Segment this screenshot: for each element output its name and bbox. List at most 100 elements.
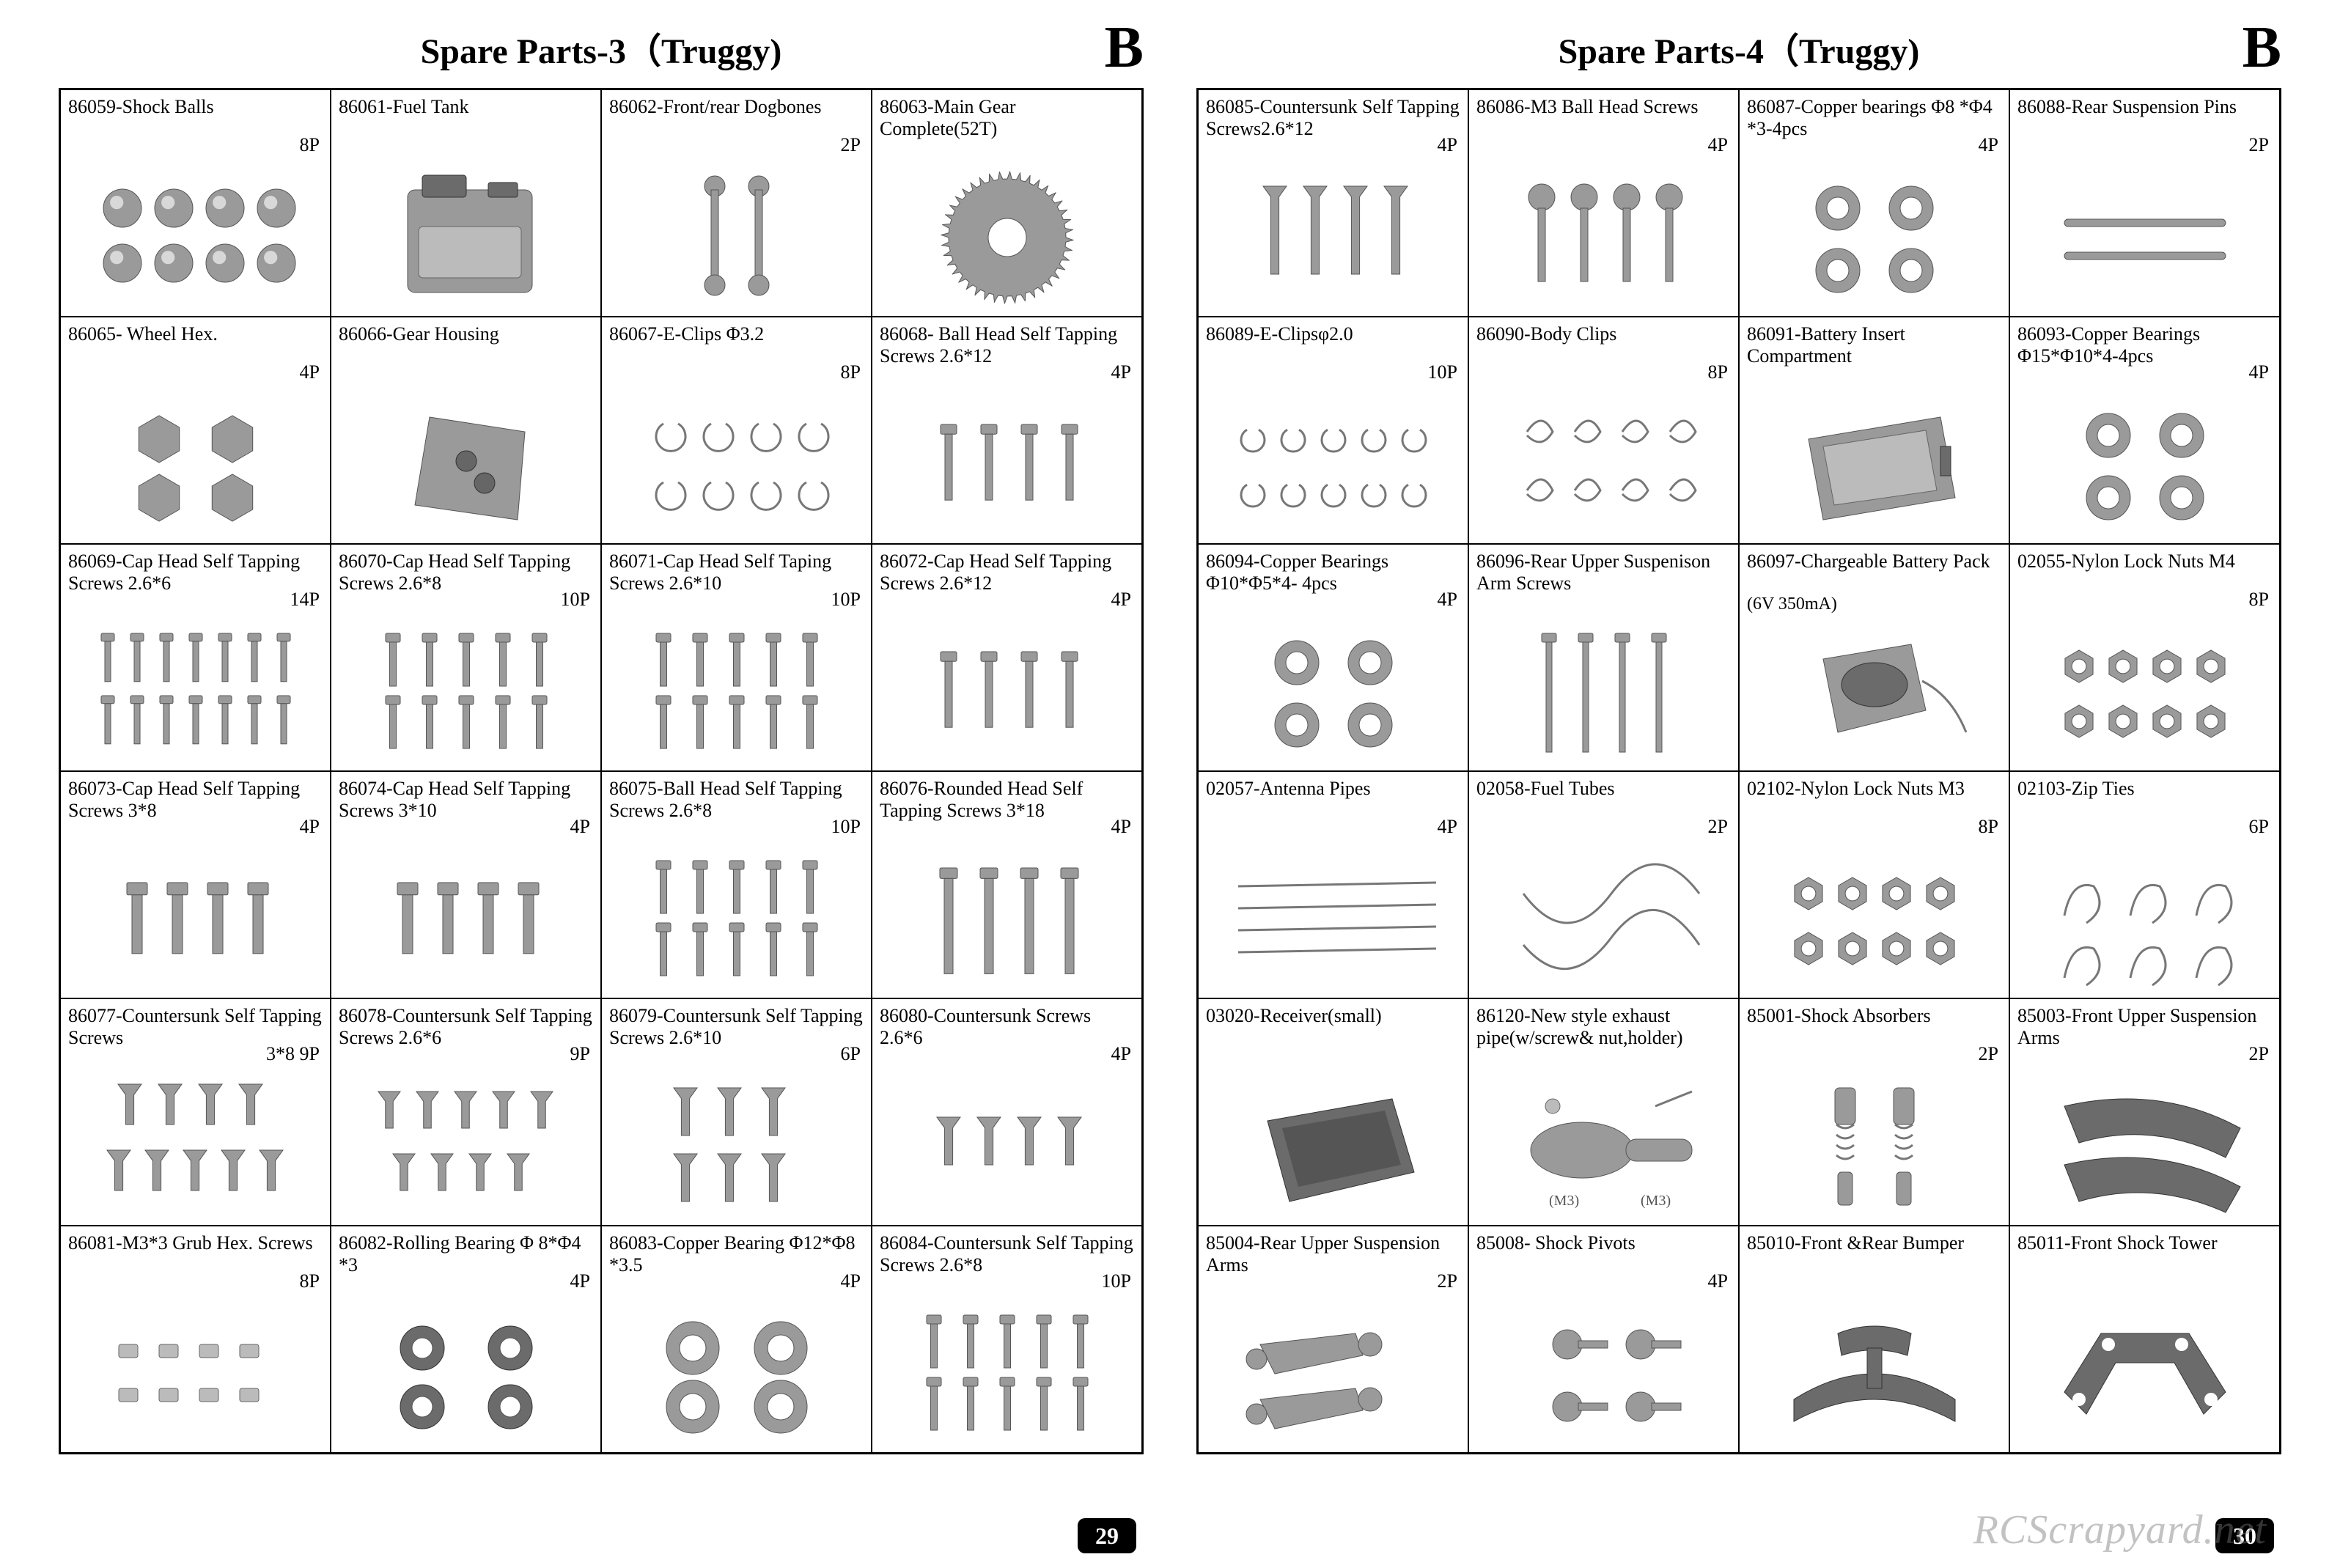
part-illustration bbox=[602, 1300, 871, 1448]
part-qty: 3*8 9P bbox=[266, 1043, 320, 1065]
part-illustration bbox=[331, 618, 600, 766]
part-illustration bbox=[331, 845, 600, 993]
part-label: 86086-M3 Ball Head Screws bbox=[1476, 96, 1731, 140]
part-qty: 8P bbox=[1708, 361, 1728, 383]
part-qty: 8P bbox=[1979, 816, 1998, 838]
part-cell: 86120-New style exhaust pipe(w/screw& nu… bbox=[1468, 998, 1739, 1226]
part-label: 86069-Cap Head Self Tapping Screws 2.6*6 bbox=[68, 551, 323, 595]
page-number-left: 29 bbox=[1078, 1518, 1136, 1553]
part-illustration bbox=[602, 845, 871, 993]
part-cell: 86096-Rear Upper Suspenison Arm Screws bbox=[1468, 544, 1739, 771]
part-illustration bbox=[61, 845, 330, 993]
part-sub: (6V 350mA) bbox=[1747, 595, 2001, 615]
part-illustration bbox=[1469, 1300, 1738, 1448]
part-qty: 4P bbox=[1708, 1270, 1728, 1292]
part-label: 86062-Front/rear Dogbones bbox=[609, 96, 864, 140]
part-cell: 03020-Receiver(small) bbox=[1198, 998, 1468, 1226]
part-cell: 86083-Copper Bearing Φ12*Φ8 *3.54P bbox=[601, 1226, 872, 1453]
part-label: 86090-Body Clips bbox=[1476, 323, 1731, 367]
part-label: 85011-Front Shock Tower bbox=[2017, 1232, 2272, 1276]
part-cell: 86086-M3 Ball Head Screws4P bbox=[1468, 89, 1739, 317]
part-cell: 86078-Countersunk Self Tapping Screws 2.… bbox=[331, 998, 601, 1226]
part-label: 86082-Rolling Bearing Φ 8*Φ4 *3 bbox=[339, 1232, 593, 1276]
spread: Spare Parts-3（Truggy) B 86059-Shock Ball… bbox=[59, 22, 2281, 1546]
part-cell: 86076-Rounded Head Self Tapping Screws 3… bbox=[872, 771, 1142, 998]
part-cell: 02102-Nylon Lock Nuts M38P bbox=[1739, 771, 2009, 998]
part-illustration bbox=[2010, 163, 2279, 312]
part-illustration bbox=[1199, 1300, 1468, 1448]
part-qty: 4P bbox=[841, 1270, 861, 1292]
part-cell: 86068- Ball Head Self Tapping Screws 2.6… bbox=[872, 317, 1142, 544]
part-label: 86096-Rear Upper Suspenison Arm Screws bbox=[1476, 551, 1731, 595]
part-label: 86083-Copper Bearing Φ12*Φ8 *3.5 bbox=[609, 1232, 864, 1276]
part-qty: 10P bbox=[831, 589, 861, 611]
part-qty: 4P bbox=[1111, 589, 1131, 611]
page-right: Spare Parts-4（Truggy) B 86085-Countersun… bbox=[1196, 22, 2281, 1546]
part-qty: 10P bbox=[561, 589, 590, 611]
part-cell: 86093-Copper Bearings Φ15*Φ10*4-4pcs4P bbox=[2009, 317, 2280, 544]
part-cell: 86074-Cap Head Self Tapping Screws 3*104… bbox=[331, 771, 601, 998]
part-label: 86084-Countersunk Self Tapping Screws 2.… bbox=[880, 1232, 1134, 1276]
part-cell: 86065- Wheel Hex.4P bbox=[60, 317, 331, 544]
part-illustration bbox=[1740, 1072, 2009, 1221]
part-cell: 85001-Shock Absorbers2P bbox=[1739, 998, 2009, 1226]
part-cell: 86089-E-Clipsφ2.010P bbox=[1198, 317, 1468, 544]
part-illustration bbox=[61, 391, 330, 539]
part-cell: 86091-Battery Insert Compartment bbox=[1739, 317, 2009, 544]
part-illustration bbox=[61, 163, 330, 312]
part-label: 86061-Fuel Tank bbox=[339, 96, 593, 140]
part-qty: 4P bbox=[570, 1270, 590, 1292]
part-cell: 02103-Zip Ties6P bbox=[2009, 771, 2280, 998]
part-label: 86063-Main Gear Complete(52T) bbox=[880, 96, 1134, 140]
part-label: 86073-Cap Head Self Tapping Screws 3*8 bbox=[68, 778, 323, 822]
part-illustration bbox=[872, 163, 1141, 312]
part-cell: 02055-Nylon Lock Nuts M48P bbox=[2009, 544, 2280, 771]
part-label: 86081-M3*3 Grub Hex. Screws bbox=[68, 1232, 323, 1276]
part-illustration bbox=[602, 163, 871, 312]
part-qty: 4P bbox=[1979, 134, 1998, 156]
part-qty: 4P bbox=[300, 361, 320, 383]
part-illustration bbox=[1740, 1300, 2009, 1448]
part-label: 86072-Cap Head Self Tapping Screws 2.6*1… bbox=[880, 551, 1134, 595]
part-label: 86076-Rounded Head Self Tapping Screws 3… bbox=[880, 778, 1134, 822]
part-label: 85001-Shock Absorbers bbox=[1747, 1005, 2001, 1049]
part-illustration bbox=[2010, 1072, 2279, 1221]
part-cell: 85004-Rear Upper Suspension Arms2P bbox=[1198, 1226, 1468, 1453]
part-illustration bbox=[1199, 845, 1468, 993]
part-illustration bbox=[331, 1072, 600, 1221]
part-cell: 86085-Countersunk Self Tapping Screws2.6… bbox=[1198, 89, 1468, 317]
part-illustration bbox=[1740, 163, 2009, 312]
part-cell: 85008- Shock Pivots4P bbox=[1468, 1226, 1739, 1453]
part-cell: 86070-Cap Head Self Tapping Screws 2.6*8… bbox=[331, 544, 601, 771]
part-cell: 86082-Rolling Bearing Φ 8*Φ4 *34P bbox=[331, 1226, 601, 1453]
part-qty: 9P bbox=[570, 1043, 590, 1065]
part-cell: 86084-Countersunk Self Tapping Screws 2.… bbox=[872, 1226, 1142, 1453]
page-header-left: Spare Parts-3（Truggy) B bbox=[59, 22, 1144, 73]
part-cell: 86094-Copper Bearings Φ10*Φ5*4- 4pcs4P bbox=[1198, 544, 1468, 771]
page-title-right: Spare Parts-4（Truggy) bbox=[1559, 22, 1920, 73]
part-qty: 10P bbox=[831, 816, 861, 838]
part-qty: 2P bbox=[841, 134, 861, 156]
part-illustration bbox=[61, 1300, 330, 1448]
part-label: 85004-Rear Upper Suspension Arms bbox=[1206, 1232, 1460, 1276]
part-qty: 4P bbox=[1438, 134, 1457, 156]
part-illustration bbox=[331, 163, 600, 312]
part-illustration bbox=[872, 1072, 1141, 1221]
part-cell: 86080-Countersunk Screws 2.6*64P bbox=[872, 998, 1142, 1226]
part-label: 86093-Copper Bearings Φ15*Φ10*4-4pcs bbox=[2017, 323, 2272, 367]
part-label: 86066-Gear Housing bbox=[339, 323, 593, 367]
part-cell: 86067-E-Clips Φ3.28P bbox=[601, 317, 872, 544]
part-illustration bbox=[331, 391, 600, 539]
part-illustration bbox=[1740, 391, 2009, 539]
part-qty: 8P bbox=[300, 134, 320, 156]
part-label: 86077-Countersunk Self Tapping Screws bbox=[68, 1005, 323, 1049]
part-illustration bbox=[1740, 618, 2009, 766]
part-label: 02057-Antenna Pipes bbox=[1206, 778, 1460, 822]
part-qty: 4P bbox=[1438, 589, 1457, 611]
part-cell: 85003-Front Upper Suspension Arms2P bbox=[2009, 998, 2280, 1226]
part-illustration bbox=[61, 1072, 330, 1221]
part-label: 86089-E-Clipsφ2.0 bbox=[1206, 323, 1460, 367]
part-illustration bbox=[61, 618, 330, 766]
corner-b-right: B bbox=[2242, 15, 2281, 81]
part-qty: 2P bbox=[2249, 134, 2269, 156]
